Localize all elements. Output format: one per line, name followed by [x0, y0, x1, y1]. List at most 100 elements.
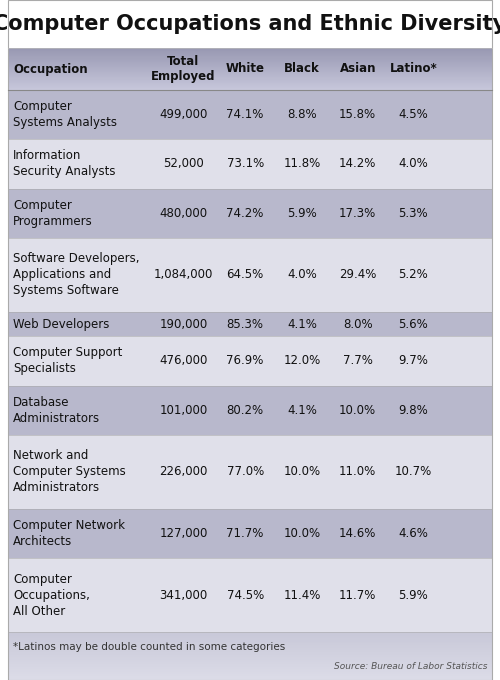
Text: 10.0%: 10.0%: [284, 527, 321, 540]
Bar: [8, 675, 492, 677]
Text: 11.0%: 11.0%: [339, 465, 376, 478]
Bar: [8, 644, 492, 645]
Text: 4.1%: 4.1%: [287, 404, 317, 417]
Bar: [8, 51, 492, 52]
Text: Computer
Occupations,
All Other: Computer Occupations, All Other: [13, 573, 90, 617]
Text: 11.4%: 11.4%: [284, 589, 321, 602]
Text: 52,000: 52,000: [163, 157, 204, 171]
Bar: [8, 75, 492, 76]
Bar: [8, 660, 492, 661]
Bar: [8, 85, 492, 86]
Bar: [8, 66, 492, 67]
Bar: [8, 645, 492, 647]
Text: 74.1%: 74.1%: [226, 108, 264, 121]
Bar: [8, 649, 492, 650]
Text: 480,000: 480,000: [160, 207, 208, 220]
Text: 14.6%: 14.6%: [339, 527, 376, 540]
Bar: [8, 658, 492, 660]
Text: 10.0%: 10.0%: [339, 404, 376, 417]
Bar: [8, 661, 492, 662]
Bar: [8, 666, 492, 667]
Text: 9.8%: 9.8%: [398, 404, 428, 417]
Bar: [8, 73, 492, 74]
Text: 4.0%: 4.0%: [287, 269, 317, 282]
Bar: [8, 634, 492, 636]
Bar: [0, 0, 500, 48]
Bar: [8, 655, 492, 656]
Bar: [8, 636, 492, 638]
Bar: [8, 48, 492, 49]
Bar: [8, 653, 492, 655]
Bar: [8, 57, 492, 58]
Text: Computer
Systems Analysts: Computer Systems Analysts: [13, 100, 117, 129]
Bar: [8, 238, 492, 311]
Text: 8.8%: 8.8%: [287, 108, 317, 121]
Text: Web Developers: Web Developers: [13, 318, 110, 330]
Text: Database
Administrators: Database Administrators: [13, 396, 100, 425]
Text: 4.5%: 4.5%: [398, 108, 428, 121]
Text: 7.7%: 7.7%: [343, 354, 372, 367]
Text: 4.1%: 4.1%: [287, 318, 317, 330]
Bar: [8, 56, 492, 57]
Text: 499,000: 499,000: [160, 108, 208, 121]
Text: 11.8%: 11.8%: [284, 157, 321, 171]
Text: 17.3%: 17.3%: [339, 207, 376, 220]
Text: 10.0%: 10.0%: [284, 465, 321, 478]
Text: 12.0%: 12.0%: [284, 354, 321, 367]
Bar: [8, 62, 492, 63]
Text: 74.2%: 74.2%: [226, 207, 264, 220]
Bar: [8, 89, 492, 90]
Bar: [8, 656, 492, 657]
Text: White: White: [226, 63, 264, 75]
Text: Asian: Asian: [340, 63, 376, 75]
Bar: [8, 139, 492, 188]
Bar: [8, 87, 492, 88]
Bar: [8, 558, 492, 632]
Bar: [8, 60, 492, 61]
Bar: [8, 674, 492, 675]
Text: 1,084,000: 1,084,000: [154, 269, 213, 282]
Text: 341,000: 341,000: [160, 589, 208, 602]
Text: 74.5%: 74.5%: [226, 589, 264, 602]
Text: 29.4%: 29.4%: [339, 269, 376, 282]
Text: 73.1%: 73.1%: [226, 157, 264, 171]
Bar: [8, 68, 492, 69]
Bar: [8, 55, 492, 56]
Bar: [8, 70, 492, 71]
Bar: [8, 58, 492, 60]
Bar: [8, 80, 492, 82]
Bar: [8, 88, 492, 89]
Text: Black: Black: [284, 63, 320, 75]
Bar: [8, 672, 492, 673]
Bar: [8, 638, 492, 639]
Bar: [8, 84, 492, 85]
Text: Computer
Programmers: Computer Programmers: [13, 199, 93, 228]
Bar: [8, 53, 492, 54]
Text: Latino*: Latino*: [390, 63, 437, 75]
Bar: [8, 679, 492, 680]
Bar: [8, 668, 492, 669]
Bar: [8, 72, 492, 73]
Text: Total
Employed: Total Employed: [151, 55, 216, 83]
Text: Information
Security Analysts: Information Security Analysts: [13, 150, 116, 178]
Text: Source: Bureau of Labor Statistics: Source: Bureau of Labor Statistics: [334, 662, 488, 671]
Text: 476,000: 476,000: [160, 354, 208, 367]
Bar: [8, 641, 492, 642]
Bar: [8, 643, 492, 644]
Bar: [8, 633, 492, 634]
Bar: [8, 642, 492, 643]
Bar: [8, 90, 492, 139]
Bar: [8, 673, 492, 674]
Bar: [8, 74, 492, 75]
Bar: [8, 651, 492, 652]
Text: 80.2%: 80.2%: [226, 404, 264, 417]
Bar: [8, 86, 492, 87]
Text: 64.5%: 64.5%: [226, 269, 264, 282]
Bar: [8, 509, 492, 558]
Bar: [8, 337, 492, 386]
Bar: [8, 61, 492, 62]
Text: 5.9%: 5.9%: [287, 207, 317, 220]
Text: Computer Support
Specialists: Computer Support Specialists: [13, 347, 122, 375]
Bar: [8, 54, 492, 55]
Bar: [8, 435, 492, 509]
